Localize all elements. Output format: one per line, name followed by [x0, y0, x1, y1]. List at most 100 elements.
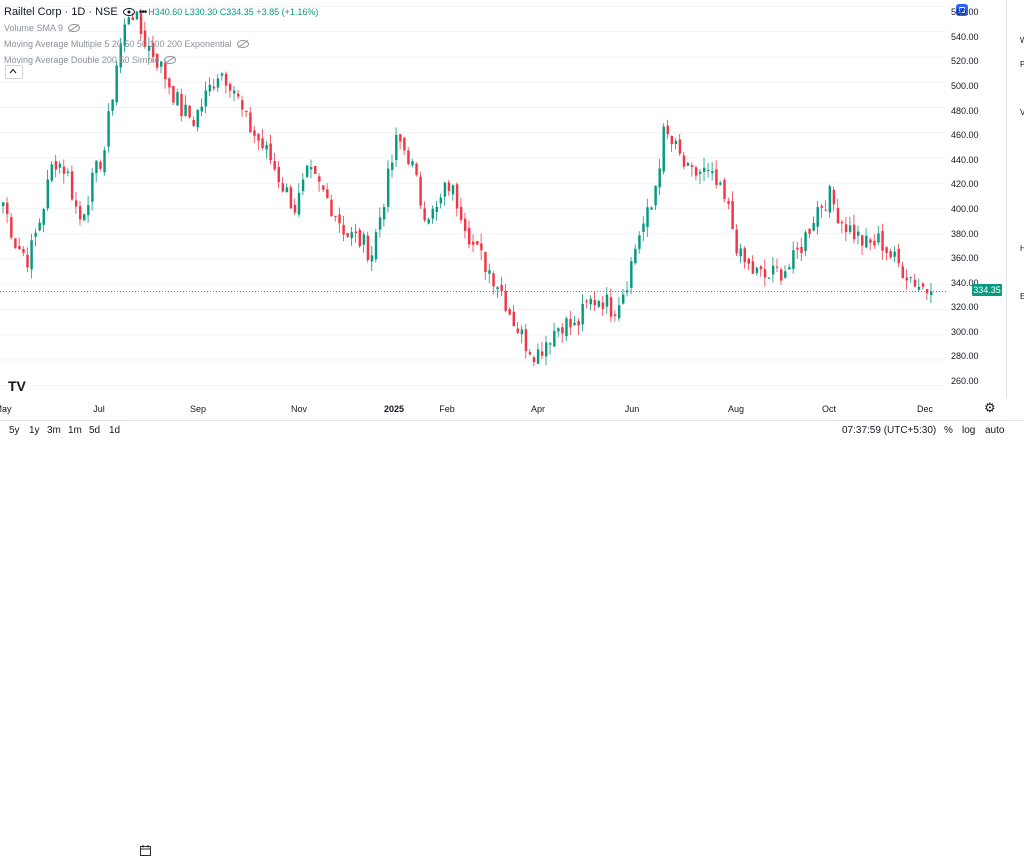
gear-icon[interactable]: ⚙ — [984, 400, 996, 415]
candle-body — [755, 267, 759, 273]
chart-settings-button[interactable] — [956, 4, 968, 16]
candle-body — [66, 171, 70, 174]
more-icon[interactable]: ••• — [138, 6, 147, 18]
auto-toggle[interactable]: auto — [985, 425, 1005, 436]
eye-crossed-icon[interactable] — [68, 24, 80, 32]
bottom-toolbar: 5y 1y 3m 1m 5d 1d 07:37:59 (UTC+5:30) % … — [0, 420, 1024, 856]
candle-body — [346, 233, 349, 237]
candle-body — [208, 84, 212, 92]
candle-body — [723, 179, 726, 199]
time-tick: Dec — [916, 404, 934, 414]
percent-toggle[interactable]: % — [944, 425, 953, 436]
candle-body — [443, 182, 447, 197]
candle-body — [589, 298, 593, 305]
time-tick: Nov — [290, 404, 308, 414]
candle-body — [893, 251, 896, 257]
candle-body — [330, 199, 333, 216]
candle-body — [613, 314, 617, 316]
candle-body — [751, 261, 755, 274]
candle-body — [74, 200, 78, 207]
candle-body — [617, 305, 621, 319]
candle-body — [593, 299, 597, 306]
indicator-row[interactable]: Moving Average Double 200 50 Simple — [4, 52, 318, 68]
indicator-row[interactable]: Volume SMA 9 — [4, 20, 318, 36]
candle-body — [151, 43, 155, 57]
candle-body — [18, 246, 21, 250]
candle-body — [241, 100, 244, 110]
symbol-title[interactable]: Railtel Corp · 1D · NSE — [4, 6, 118, 18]
price-axis[interactable]: 560.00 540.00 520.00 500.00 480.00 460.0… — [946, 0, 1006, 398]
candle-body — [273, 161, 276, 170]
candle-body — [634, 248, 637, 264]
candle-body — [78, 206, 82, 220]
candle-body — [731, 201, 734, 230]
candle-body — [26, 254, 29, 268]
candle-body — [30, 240, 33, 270]
range-button-1y[interactable]: 1y — [29, 425, 40, 436]
candle-body — [245, 110, 248, 113]
indicator-row[interactable]: Moving Average Multiple 5 20 50 50 100 2… — [4, 36, 318, 52]
candle-body — [184, 104, 187, 116]
price-tick: 480.00 — [951, 106, 979, 116]
candle-body — [492, 273, 495, 287]
candle-body — [192, 119, 195, 126]
clock-time[interactable]: 07:37:59 (UTC+5:30) — [842, 425, 937, 436]
candle-body — [820, 205, 823, 208]
candle-body — [913, 279, 917, 287]
candle-body — [366, 235, 370, 260]
tradingview-logo[interactable]: TV — [8, 378, 26, 394]
candle-body — [224, 73, 228, 86]
candle-body — [395, 134, 398, 161]
candle-body — [508, 309, 511, 315]
candle-body — [674, 140, 678, 145]
candle-body — [698, 171, 702, 174]
candle-body — [70, 171, 74, 200]
candle-body — [472, 241, 475, 245]
candle-body — [780, 269, 783, 281]
candle-body — [459, 206, 463, 220]
candle-body — [350, 232, 353, 239]
candle-body — [747, 258, 751, 264]
candle-body — [176, 92, 179, 106]
candle-body — [658, 168, 661, 188]
candle-body — [650, 207, 653, 210]
candle-body — [557, 328, 560, 332]
candle-body — [334, 215, 337, 217]
candle-body — [62, 166, 66, 174]
candle-body — [788, 267, 791, 270]
range-button-5d[interactable]: 5d — [89, 425, 101, 436]
price-chart[interactable] — [0, 0, 946, 398]
candle-body — [399, 134, 402, 142]
calendar-range-icon[interactable] — [140, 845, 151, 856]
candle-body — [532, 357, 536, 363]
candle-body — [439, 197, 443, 204]
collapse-legend-button[interactable] — [5, 65, 23, 79]
candle-body — [796, 247, 799, 250]
edge-letter: P — [1020, 60, 1024, 69]
eye-crossed-icon[interactable] — [164, 56, 177, 64]
price-tick: 560.00 — [951, 7, 979, 17]
eye-crossed-icon[interactable] — [236, 40, 249, 48]
range-button-5y[interactable]: 5y — [9, 425, 20, 436]
candle-body — [95, 160, 98, 174]
time-axis[interactable]: May Jul Sep Nov 2025 Feb Apr Jun Aug Oct… — [0, 398, 946, 418]
candle-body — [58, 163, 62, 168]
range-button-1d[interactable]: 1d — [109, 425, 121, 436]
candle-body — [338, 214, 341, 224]
candle-body — [135, 11, 139, 20]
range-button-1m[interactable]: 1m — [68, 425, 82, 436]
candle-body — [804, 232, 807, 251]
candle-body — [881, 231, 884, 251]
candle-body — [865, 235, 868, 248]
candle-body — [609, 297, 613, 317]
log-toggle[interactable]: log — [962, 425, 976, 436]
chart-area[interactable] — [0, 0, 946, 398]
candle-body — [601, 302, 605, 309]
candle-body — [358, 230, 362, 247]
eye-icon[interactable] — [122, 8, 135, 16]
current-price-tag: 334.35 — [972, 284, 1002, 296]
range-button-3m[interactable]: 3m — [47, 425, 61, 436]
candle-body — [147, 45, 151, 51]
candle-body — [362, 234, 366, 245]
candle-body — [662, 126, 665, 172]
